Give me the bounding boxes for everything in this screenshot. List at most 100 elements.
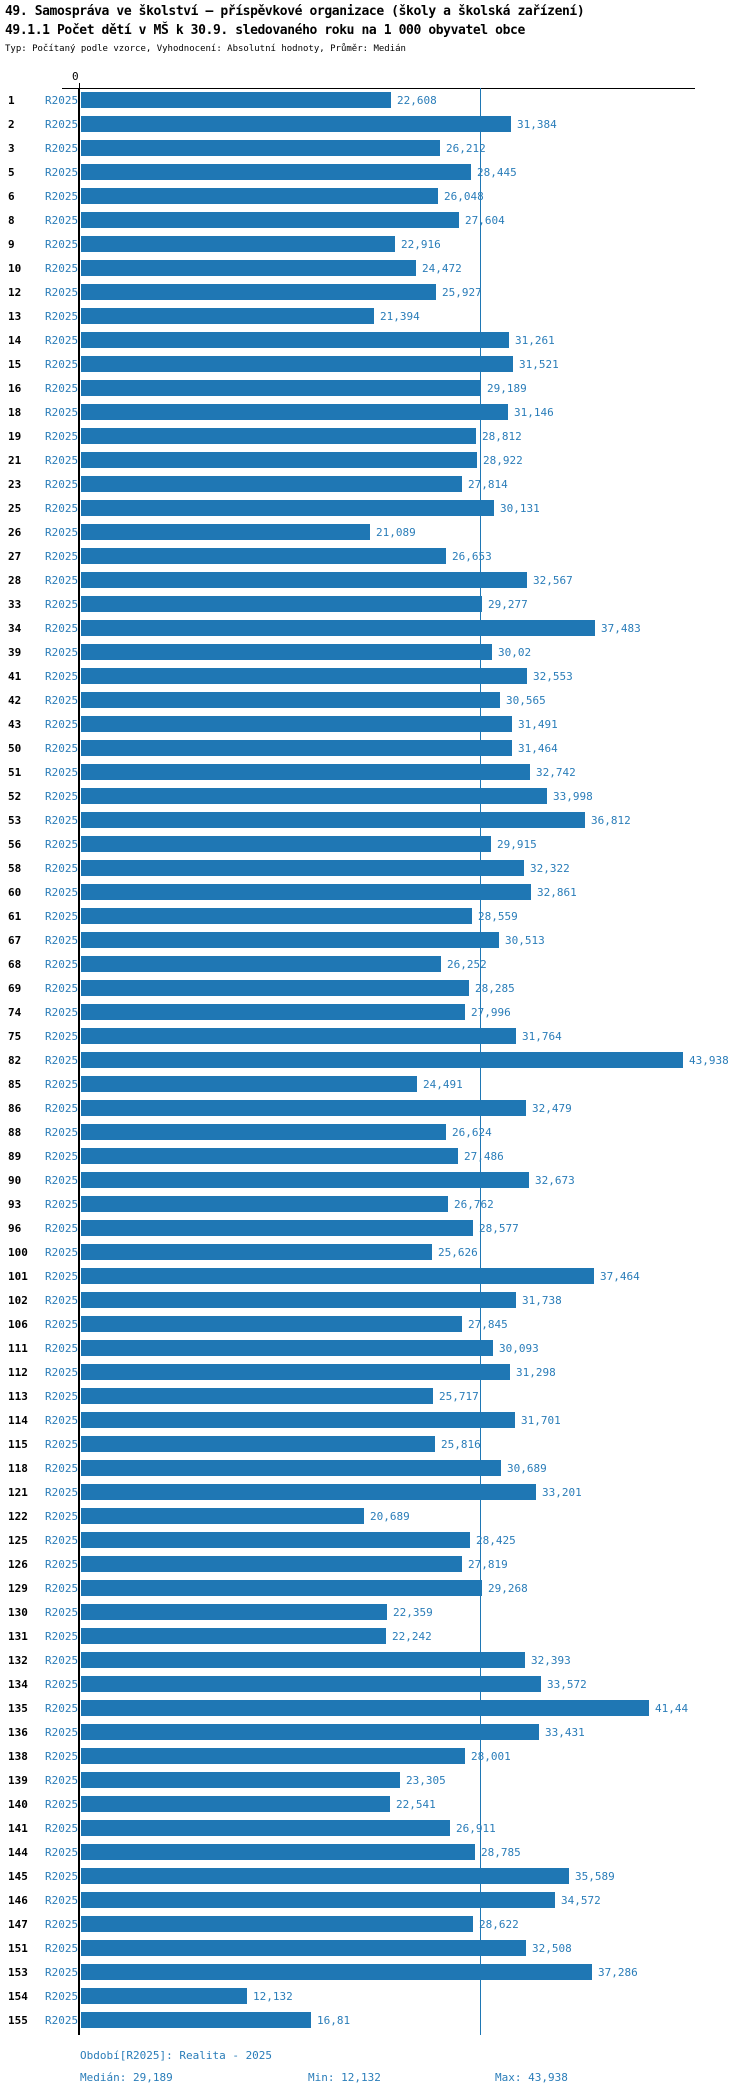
chart-row: 50 R2025 31,464	[0, 740, 750, 764]
bar-value-label: 26,911	[456, 1822, 496, 1835]
row-period-label: R2025	[45, 358, 79, 371]
bar-value-label: 28,622	[479, 1918, 519, 1931]
row-rank-label: 140	[8, 1798, 28, 1811]
row-period-label: R2025	[45, 1870, 79, 1883]
row-period-label: R2025	[45, 1030, 79, 1043]
chart-row: 5 R2025 28,445	[0, 164, 750, 188]
row-period-label: R2025	[45, 1198, 79, 1211]
bar-value-label: 30,565	[506, 694, 546, 707]
row-rank-label: 144	[8, 1846, 28, 1859]
row-rank-label: 115	[8, 1438, 28, 1451]
row-rank-label: 126	[8, 1558, 28, 1571]
chart-row: 131 R2025 22,242	[0, 1628, 750, 1652]
row-period-label: R2025	[45, 1294, 79, 1307]
bar-value-label: 23,305	[406, 1774, 446, 1787]
row-period-label: R2025	[45, 1246, 79, 1259]
chart-row: 129 R2025 29,268	[0, 1580, 750, 1604]
row-rank-label: 112	[8, 1366, 28, 1379]
row-rank-label: 138	[8, 1750, 28, 1763]
chart-row: 122 R2025 20,689	[0, 1508, 750, 1532]
row-rank-label: 5	[8, 166, 15, 179]
bar	[81, 1436, 435, 1452]
row-rank-label: 43	[8, 718, 22, 731]
row-rank-label: 86	[8, 1102, 22, 1115]
bar	[81, 1844, 475, 1860]
bar-value-label: 32,479	[532, 1102, 572, 1115]
bar	[81, 1868, 569, 1884]
row-rank-label: 10	[8, 262, 22, 275]
row-period-label: R2025	[45, 454, 79, 467]
bar	[81, 1052, 683, 1068]
chart-row: 112 R2025 31,298	[0, 1364, 750, 1388]
chart-row: 10 R2025 24,472	[0, 260, 750, 284]
chart-row: 139 R2025 23,305	[0, 1772, 750, 1796]
bar-value-label: 32,393	[531, 1654, 571, 1667]
page-title: 49. Samospráva ve školství – příspěvkové…	[5, 4, 585, 19]
bar-value-label: 28,785	[481, 1846, 521, 1859]
bar-value-label: 31,464	[518, 742, 558, 755]
bar	[81, 1196, 448, 1212]
bar	[81, 452, 477, 468]
bar-value-label: 26,252	[447, 958, 487, 971]
row-rank-label: 75	[8, 1030, 22, 1043]
chart-row: 153 R2025 37,286	[0, 1964, 750, 1988]
bar-value-label: 26,212	[446, 142, 486, 155]
chart-row: 68 R2025 26,252	[0, 956, 750, 980]
bar	[81, 92, 391, 108]
bar	[81, 1388, 433, 1404]
row-rank-label: 139	[8, 1774, 28, 1787]
chart-subtitle: Typ: Počítaný podle vzorce, Vyhodnocení:…	[5, 44, 406, 54]
row-period-label: R2025	[45, 1966, 79, 1979]
chart-row: 9 R2025 22,916	[0, 236, 750, 260]
row-period-label: R2025	[45, 502, 79, 515]
row-rank-label: 90	[8, 1174, 22, 1187]
row-rank-label: 8	[8, 214, 15, 227]
chart-row: 85 R2025 24,491	[0, 1076, 750, 1100]
row-rank-label: 41	[8, 670, 22, 683]
chart-row: 25 R2025 30,131	[0, 500, 750, 524]
bar	[81, 1292, 516, 1308]
row-period-label: R2025	[45, 310, 79, 323]
chart-row: 33 R2025 29,277	[0, 596, 750, 620]
bar	[81, 1316, 462, 1332]
bar-value-label: 20,689	[370, 1510, 410, 1523]
bar-value-label: 33,201	[542, 1486, 582, 1499]
row-period-label: R2025	[45, 910, 79, 923]
bar	[81, 1100, 526, 1116]
bar-value-label: 25,927	[442, 286, 482, 299]
row-period-label: R2025	[45, 1798, 79, 1811]
bar-value-label: 31,261	[515, 334, 555, 347]
bar	[81, 1124, 446, 1140]
row-rank-label: 129	[8, 1582, 28, 1595]
row-period-label: R2025	[45, 646, 79, 659]
row-rank-label: 52	[8, 790, 22, 803]
chart-row: 42 R2025 30,565	[0, 692, 750, 716]
bar-value-label: 28,425	[476, 1534, 516, 1547]
row-rank-label: 122	[8, 1510, 28, 1523]
chart-row: 151 R2025 32,508	[0, 1940, 750, 1964]
chart-row: 2 R2025 31,384	[0, 116, 750, 140]
row-period-label: R2025	[45, 1126, 79, 1139]
bar	[81, 980, 469, 996]
chart-row: 155 R2025 16,81	[0, 2012, 750, 2036]
chart-row: 69 R2025 28,285	[0, 980, 750, 1004]
row-period-label: R2025	[45, 406, 79, 419]
row-period-label: R2025	[45, 238, 79, 251]
row-rank-label: 106	[8, 1318, 28, 1331]
row-rank-label: 42	[8, 694, 22, 707]
bar-value-label: 28,445	[477, 166, 517, 179]
chart-row: 51 R2025 32,742	[0, 764, 750, 788]
chart-row: 144 R2025 28,785	[0, 1844, 750, 1868]
bar-value-label: 32,322	[530, 862, 570, 875]
chart-row: 52 R2025 33,998	[0, 788, 750, 812]
chart-row: 18 R2025 31,146	[0, 404, 750, 428]
row-period-label: R2025	[45, 1006, 79, 1019]
bar-value-label: 33,572	[547, 1678, 587, 1691]
bar	[81, 1628, 386, 1644]
chart-row: 132 R2025 32,393	[0, 1652, 750, 1676]
x-axis-zero-tick	[79, 83, 80, 89]
bar	[81, 1724, 539, 1740]
bar	[81, 116, 511, 132]
bar-value-label: 21,394	[380, 310, 420, 323]
row-rank-label: 53	[8, 814, 22, 827]
